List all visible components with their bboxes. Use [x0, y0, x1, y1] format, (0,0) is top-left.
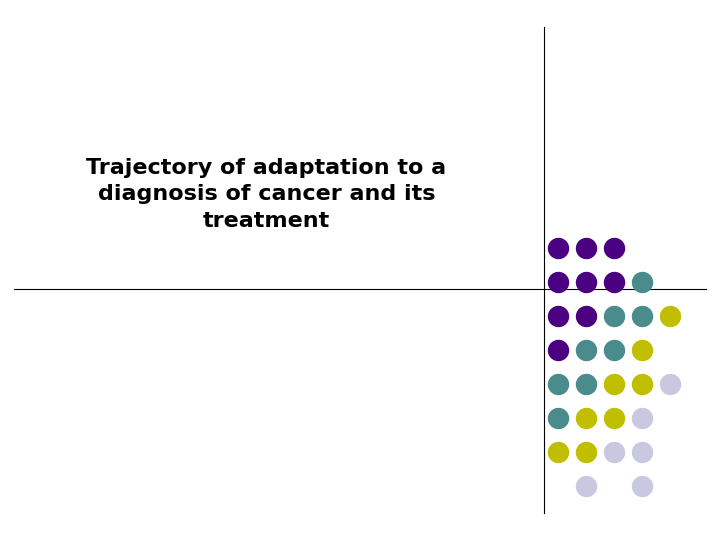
Point	[580, 278, 592, 286]
Point	[552, 414, 564, 422]
Point	[636, 278, 648, 286]
Point	[665, 312, 676, 320]
Point	[636, 312, 648, 320]
Point	[665, 380, 676, 388]
Point	[636, 414, 648, 422]
Point	[608, 380, 620, 388]
Point	[552, 448, 564, 456]
Point	[636, 346, 648, 354]
Point	[580, 448, 592, 456]
Point	[636, 380, 648, 388]
Point	[580, 380, 592, 388]
Point	[636, 482, 648, 490]
Point	[552, 380, 564, 388]
Point	[608, 346, 620, 354]
Text: Trajectory of adaptation to a
diagnosis of cancer and its
treatment: Trajectory of adaptation to a diagnosis …	[86, 158, 446, 231]
Point	[552, 244, 564, 252]
Point	[580, 482, 592, 490]
Point	[608, 244, 620, 252]
Point	[608, 278, 620, 286]
Point	[580, 312, 592, 320]
Point	[608, 312, 620, 320]
Point	[552, 346, 564, 354]
Point	[608, 448, 620, 456]
Point	[580, 346, 592, 354]
Point	[552, 312, 564, 320]
Point	[636, 448, 648, 456]
Point	[580, 414, 592, 422]
Point	[580, 244, 592, 252]
Point	[552, 278, 564, 286]
Point	[608, 414, 620, 422]
